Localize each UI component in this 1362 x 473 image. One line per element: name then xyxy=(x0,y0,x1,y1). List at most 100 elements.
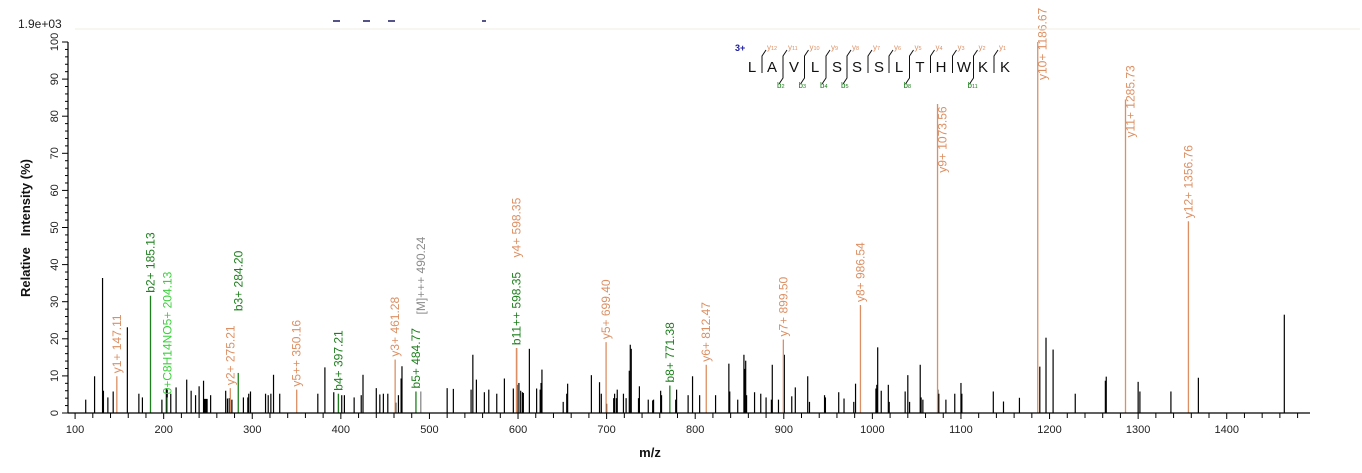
x-tick-label: 700 xyxy=(597,424,615,436)
peak-label: b3+ 284.20 xyxy=(231,250,245,311)
sequence-residue: L xyxy=(748,59,756,76)
sequence-residue: K xyxy=(978,59,988,76)
x-tick-label: 100 xyxy=(66,424,84,436)
x-tick-label: 900 xyxy=(775,424,793,436)
peak-label: y11+ 1285.73 xyxy=(1123,65,1137,138)
x-tick-label: 1300 xyxy=(1126,424,1150,436)
peak-labels-layer: y1+ 147.11 b2+ 185.130+C8H14NO5+ 204.13 y2… xyxy=(110,7,1196,394)
b-fragment-label: b11 xyxy=(968,81,978,90)
x-tick-label: 1000 xyxy=(860,424,884,436)
peak-label: [M]+++ 490.24 xyxy=(414,236,428,314)
sequence-residue: T xyxy=(915,59,924,76)
peak-label: y12+ 1356.76 xyxy=(1181,145,1195,218)
sequence-residue: H xyxy=(936,59,947,76)
y-tick-label: 40 xyxy=(49,258,61,270)
y-fragment-label: y5 xyxy=(915,43,922,52)
y-fragment-label: y7 xyxy=(873,43,880,52)
sequence-residue: A xyxy=(767,59,777,76)
y-cleavage-marker xyxy=(888,49,894,73)
peak-label: y5++ 350.16 xyxy=(290,320,304,387)
y-fragment-label: y6 xyxy=(894,43,901,52)
sequence-residue: V xyxy=(789,59,799,76)
x-tick-label: 600 xyxy=(509,424,527,436)
peak-label: y8+ 986.54 xyxy=(853,242,867,302)
b-cleavage-marker xyxy=(778,72,784,85)
sequence-residue: S xyxy=(852,59,862,76)
y-cleavage-marker xyxy=(825,49,831,72)
b-fragment-label: b2 xyxy=(777,81,785,90)
b-fragment-label: b5 xyxy=(841,81,849,90)
peak-label: y2+ 275.21 xyxy=(223,325,237,385)
sequence-residue: K xyxy=(1000,59,1010,76)
y-cleavage-marker xyxy=(973,49,978,72)
b-cleavage-marker xyxy=(800,72,805,85)
y-tick-label: 60 xyxy=(49,184,61,196)
x-tick-label: 1200 xyxy=(1037,424,1061,436)
x-tick-label: 800 xyxy=(686,424,704,436)
y-cleavage-marker xyxy=(782,49,788,72)
b-fragment-label: b3 xyxy=(799,81,807,90)
peak-label: y9+ 1073.56 xyxy=(936,106,950,173)
peak-label: y5+ 699.40 xyxy=(599,279,613,339)
peak-label: y7+ 899.50 xyxy=(776,276,790,336)
x-axis-title: m/z xyxy=(639,445,661,460)
peak-label: y6+ 812.47 xyxy=(699,302,713,362)
y-cleavage-marker xyxy=(804,49,809,72)
peak-label: 0+C8H14NO5+ 204.13 xyxy=(160,271,174,394)
y-cleavage-marker xyxy=(930,49,935,73)
y-cleavage-marker xyxy=(993,49,999,73)
y-cleavage-marker xyxy=(952,49,957,73)
x-tick-label: 1400 xyxy=(1214,424,1238,436)
y-tick-label: 80 xyxy=(49,110,61,122)
sequence-residue: S xyxy=(832,59,842,76)
b-fragment-label: b8 xyxy=(904,81,912,90)
y-fragment-label: y11 xyxy=(788,43,798,52)
sequence-residue: L xyxy=(895,59,903,76)
peak-label: b8+ 771.38 xyxy=(663,322,677,383)
peak-label: b4+ 397.21 xyxy=(331,330,345,391)
y-cleavage-marker xyxy=(867,49,873,73)
y-fragment-label: y9 xyxy=(831,43,838,52)
y-tick-label: 20 xyxy=(49,333,61,345)
peak-label: b5+ 484.77 xyxy=(409,328,423,389)
y-fragment-label: y2 xyxy=(979,43,986,52)
b-cleavage-marker xyxy=(842,72,848,85)
max-intensity-label: 1.9e+03 xyxy=(18,17,62,31)
peak-label: b2+ 185.13 xyxy=(144,232,158,293)
peaks-layer xyxy=(85,42,1285,413)
y-tick-label: 50 xyxy=(49,221,61,233)
y-tick-label: 100 xyxy=(49,33,61,51)
y-fragment-label: y4 xyxy=(936,43,943,52)
x-tick-label: 200 xyxy=(154,424,172,436)
sequence-residue: S xyxy=(874,59,884,76)
x-tick-label: 500 xyxy=(420,424,438,436)
y-fragment-label: y1 xyxy=(999,43,1006,52)
b-cleavage-marker xyxy=(969,72,974,85)
y-fragment-label: y12 xyxy=(767,43,777,52)
peak-label: y3+ 461.28 xyxy=(388,297,402,357)
y-tick-label: 0 xyxy=(49,410,61,416)
y-tick-label: 30 xyxy=(49,296,61,308)
sequence-residue: W xyxy=(957,59,972,76)
y-fragment-label: y3 xyxy=(958,43,965,52)
y-cleavage-marker xyxy=(761,49,767,73)
y-fragment-label: y8 xyxy=(852,43,859,52)
sequence-residue: L xyxy=(811,59,819,76)
y-cleavage-marker xyxy=(846,49,852,72)
peak-label: b11++ 598.35 xyxy=(510,272,524,346)
b-cleavage-marker xyxy=(905,72,910,85)
y-axis-title: Relative Intensity (%) xyxy=(18,159,33,297)
x-tick-label: 300 xyxy=(243,424,261,436)
y-tick-label: 70 xyxy=(49,147,61,159)
x-tick-label: 400 xyxy=(332,424,350,436)
charge-state: 3+ xyxy=(735,43,745,53)
y-tick-label: 10 xyxy=(49,370,61,382)
peak-label: y10+ 1186.67 xyxy=(1036,7,1050,80)
peak-label: y1+ 147.11 xyxy=(110,314,124,373)
peak-label: y4+ 598.35 xyxy=(510,197,524,257)
b-fragment-label: b4 xyxy=(820,81,828,90)
y-tick-label: 90 xyxy=(49,73,61,85)
